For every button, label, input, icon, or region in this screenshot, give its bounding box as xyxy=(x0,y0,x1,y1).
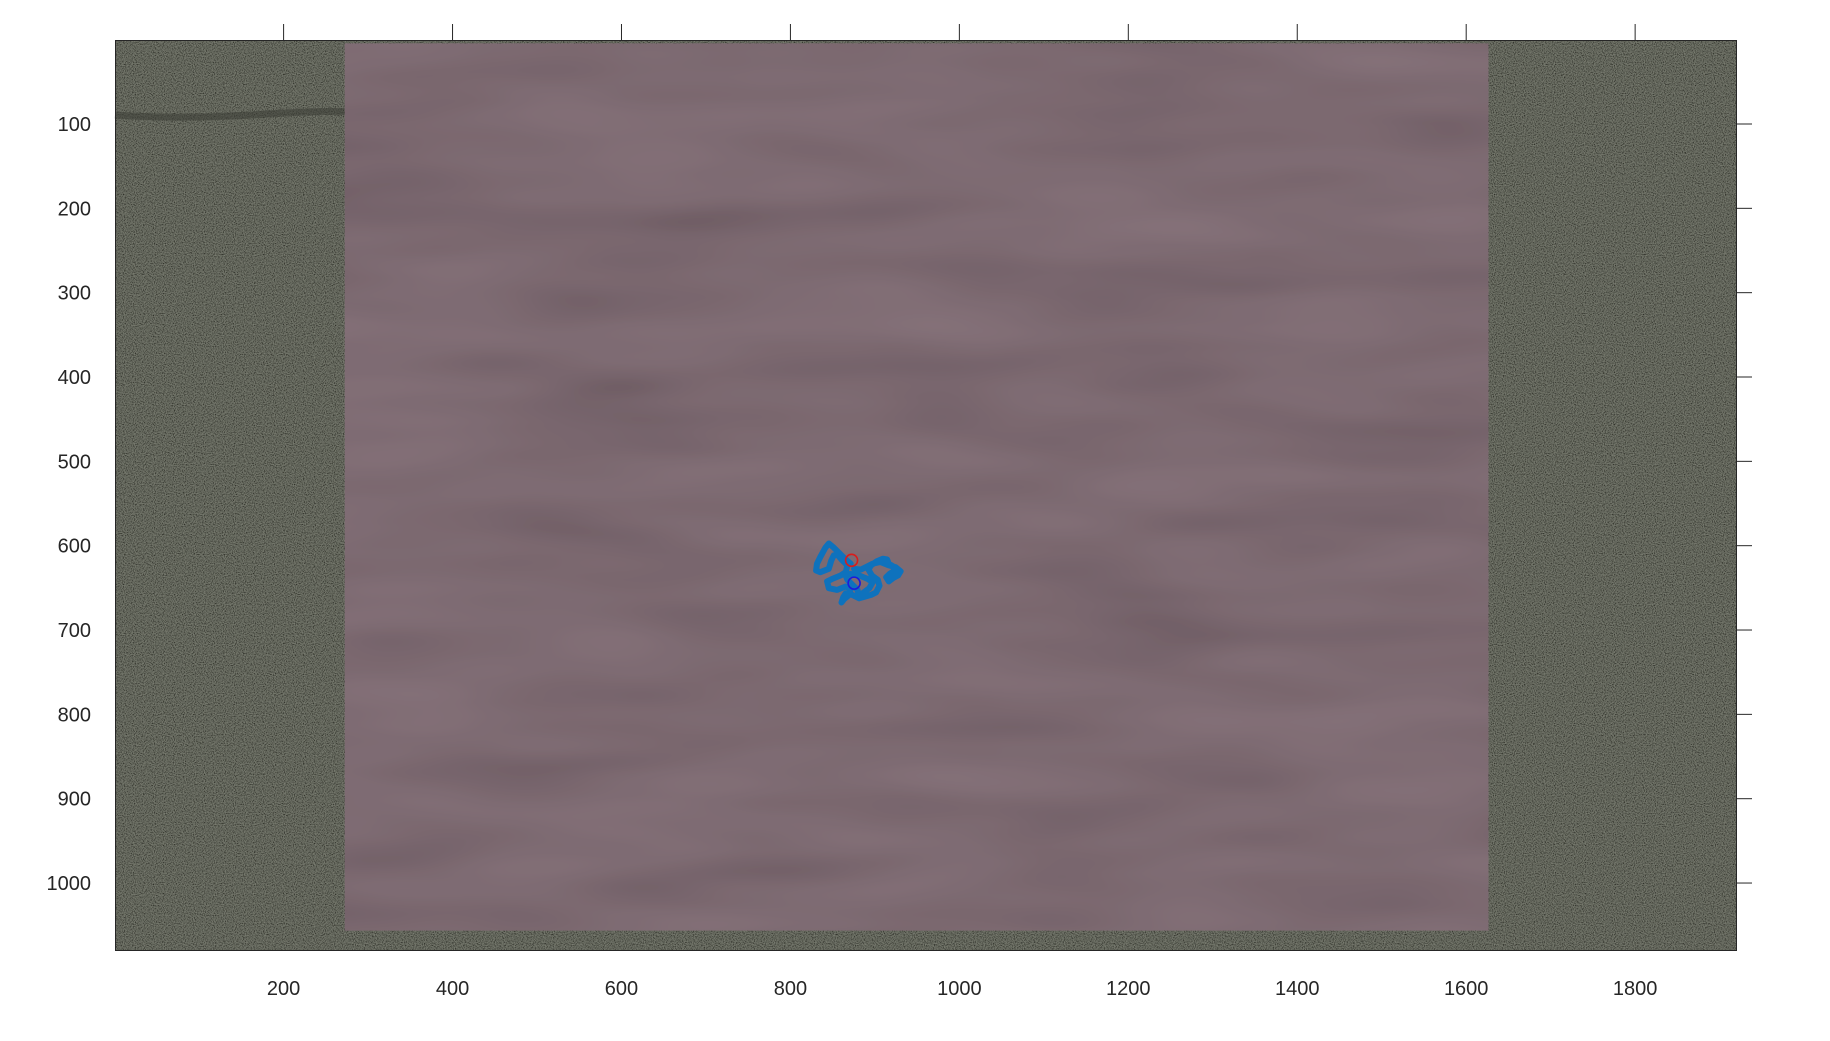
y-tick-label: 400 xyxy=(58,367,91,389)
y-tick-label: 200 xyxy=(58,198,91,220)
y-tick-label: 500 xyxy=(58,451,91,473)
x-axis: 200 400 600 800 1000 1200 1400 1600 1800 xyxy=(267,24,1657,1000)
y-tick-label: 700 xyxy=(58,620,91,642)
y-axis: 100 200 300 400 500 600 700 800 900 1000 xyxy=(47,114,1752,895)
plot-area xyxy=(114,40,1737,951)
series-layer xyxy=(813,540,904,606)
y-tick-label: 900 xyxy=(58,789,91,811)
floor-dark-stripe xyxy=(114,108,345,121)
arena-sheet-texture xyxy=(344,43,1489,931)
y-tick-label: 100 xyxy=(58,114,91,136)
x-tick-label: 200 xyxy=(267,978,300,1000)
x-tick-label: 1800 xyxy=(1613,978,1658,1000)
y-tick-label: 300 xyxy=(58,283,91,305)
y-tick-label: 600 xyxy=(58,536,91,558)
start-point-marker xyxy=(844,553,859,568)
x-tick-label: 1600 xyxy=(1444,978,1489,1000)
x-tick-label: 400 xyxy=(436,978,469,1000)
axes-box xyxy=(115,40,1737,951)
x-tick-label: 1000 xyxy=(937,978,982,1000)
x-tick-label: 800 xyxy=(774,978,807,1000)
y-tick-label: 800 xyxy=(58,704,91,726)
trajectory-line xyxy=(813,540,904,606)
x-tick-label: 1400 xyxy=(1275,978,1320,1000)
end-point-marker xyxy=(847,576,861,590)
y-tick-label: 1000 xyxy=(47,873,92,895)
x-tick-label: 600 xyxy=(605,978,638,1000)
x-tick-label: 1200 xyxy=(1106,978,1151,1000)
